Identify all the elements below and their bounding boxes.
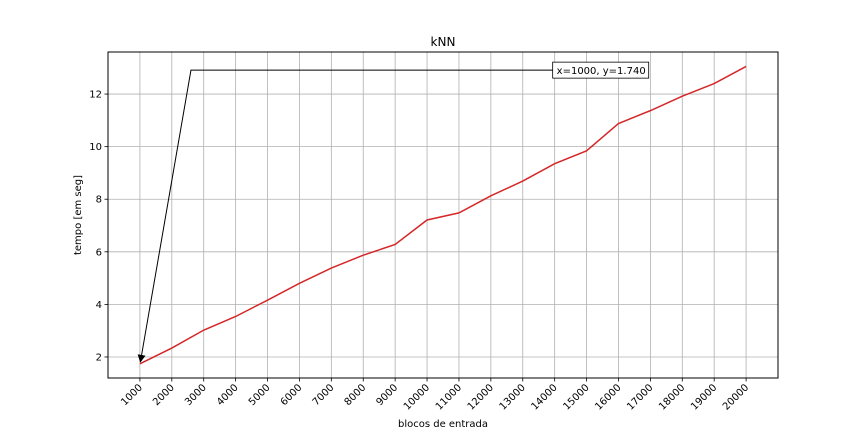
grid bbox=[108, 52, 778, 378]
x-tick-label: 2000 bbox=[151, 382, 177, 408]
x-tick-label: 17000 bbox=[625, 382, 655, 412]
x-axis: 1000 2000 3000 4000 5000 6000 7000 8000 9000 1000… bbox=[119, 378, 751, 413]
annotation-label: x=1000, y=1.740 bbox=[557, 66, 646, 77]
series-line bbox=[139, 65, 747, 365]
annotation-arrow bbox=[137, 69, 555, 363]
x-tick-label: 5000 bbox=[247, 382, 273, 408]
x-tick-label: 16000 bbox=[593, 382, 623, 412]
x-tick-label: 18000 bbox=[657, 382, 687, 412]
x-tick-label: 6000 bbox=[279, 382, 305, 408]
x-tick-label: 7000 bbox=[311, 382, 337, 408]
x-tick-label: 9000 bbox=[374, 382, 400, 408]
plot-area bbox=[108, 52, 778, 378]
x-tick-label: 14000 bbox=[530, 382, 560, 412]
y-axis-label: tempo [em seg] bbox=[73, 175, 84, 255]
x-tick-label: 1000 bbox=[119, 382, 145, 408]
x-tick-label: 20000 bbox=[721, 382, 751, 412]
y-tick-label: 6 bbox=[96, 247, 102, 258]
x-tick-label: 3000 bbox=[183, 382, 209, 408]
x-tick-label: 4000 bbox=[215, 382, 241, 408]
x-tick-label: 15000 bbox=[561, 382, 591, 412]
x-axis-label: blocos de entrada bbox=[398, 419, 488, 430]
annotation-box bbox=[552, 61, 650, 79]
x-tick-label: 10000 bbox=[402, 382, 432, 412]
x-tick-label: 8000 bbox=[343, 382, 369, 408]
annotation: x=1000, y=1.740 bbox=[137, 61, 650, 363]
y-tick-label: 8 bbox=[96, 195, 102, 206]
y-tick-label: 4 bbox=[96, 300, 102, 311]
y-tick-label: 10 bbox=[89, 142, 102, 153]
x-tick-label: 19000 bbox=[689, 382, 719, 412]
x-tick-label: 11000 bbox=[434, 382, 464, 412]
x-tick-label: 12000 bbox=[466, 382, 496, 412]
x-tick-label: 13000 bbox=[498, 382, 528, 412]
chart-title: kNN bbox=[431, 35, 456, 49]
plot-frame bbox=[107, 51, 779, 379]
y-tick-label: 2 bbox=[96, 352, 102, 363]
series-group bbox=[139, 65, 747, 365]
y-axis: 2 4 6 8 10 12 bbox=[89, 90, 108, 363]
y-tick-label: 12 bbox=[89, 90, 102, 101]
